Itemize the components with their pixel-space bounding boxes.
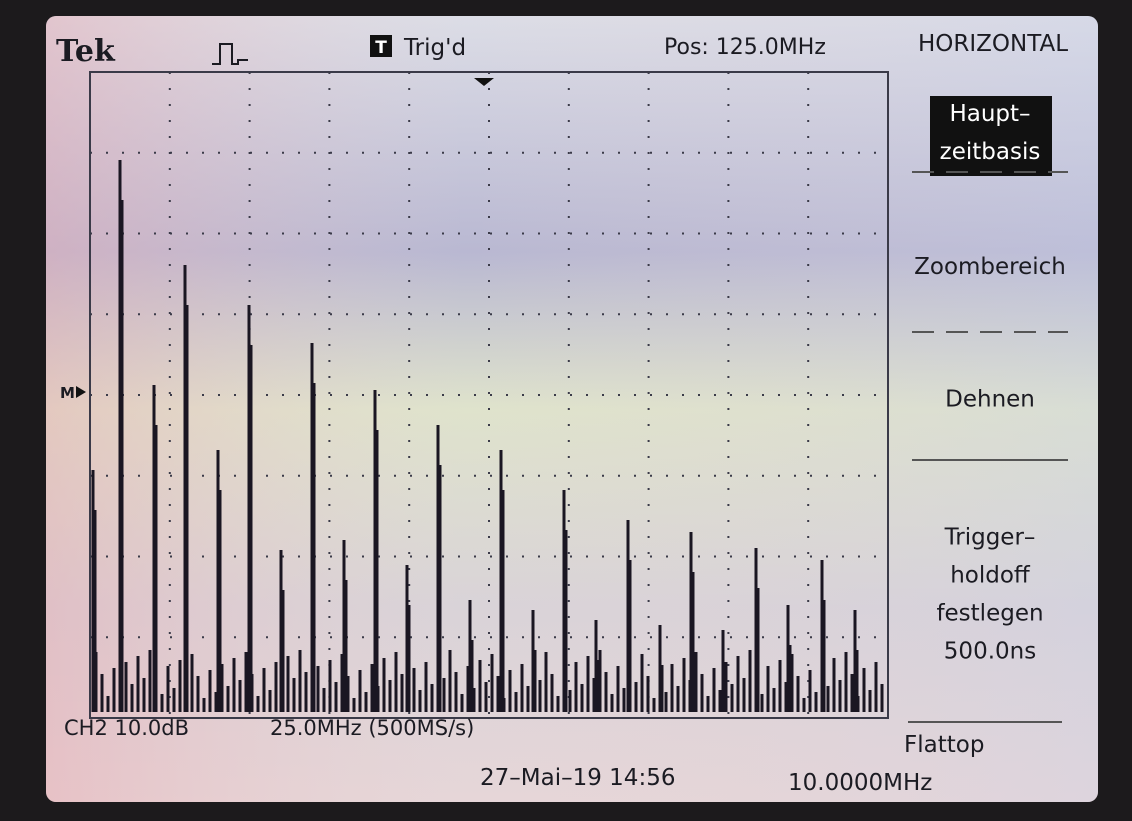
menu-item-line: 500.0ns: [944, 639, 1036, 665]
menu-item-line: Trigger–: [944, 525, 1036, 551]
frequency: 10.0000MHz: [788, 770, 932, 796]
screen-tint: [46, 16, 1098, 802]
side-menu: Haupt– zeitbasis Zoombereich Dehnen Trigger–…: [912, 96, 1068, 665]
menu-item-line: Zoombereich: [914, 254, 1066, 280]
menu-title: HORIZONTAL: [918, 31, 1068, 57]
marker: M: [60, 384, 75, 402]
menu-item-line: Haupt–: [949, 101, 1030, 127]
position: Pos: 125.0MHz: [664, 35, 826, 60]
trigger-icon-box: [370, 35, 392, 57]
trigger-status: Trig'd: [403, 35, 466, 61]
window: Flattop: [904, 732, 984, 758]
menu-selected: [930, 96, 1052, 176]
spectrum-trace: [91, 160, 884, 712]
menu-item-line: Dehnen: [945, 387, 1035, 413]
scale: 25.0MHz (500MS/s): [270, 716, 474, 740]
menu-item-line: holdoff: [950, 563, 1031, 589]
acquire-icon: [212, 43, 248, 65]
channel: CH2 10.0dB: [64, 716, 189, 740]
brand: Tek: [56, 34, 116, 69]
trigger-arrow: [474, 78, 494, 86]
graticule: [89, 71, 889, 719]
menu-item-line: zeitbasis: [940, 139, 1041, 165]
marker-arrow: [76, 386, 86, 398]
trigger-icon: T: [375, 38, 387, 58]
datetime: 27–Mai–19 14:56: [480, 765, 675, 791]
menu-item-line: festlegen: [936, 601, 1043, 627]
